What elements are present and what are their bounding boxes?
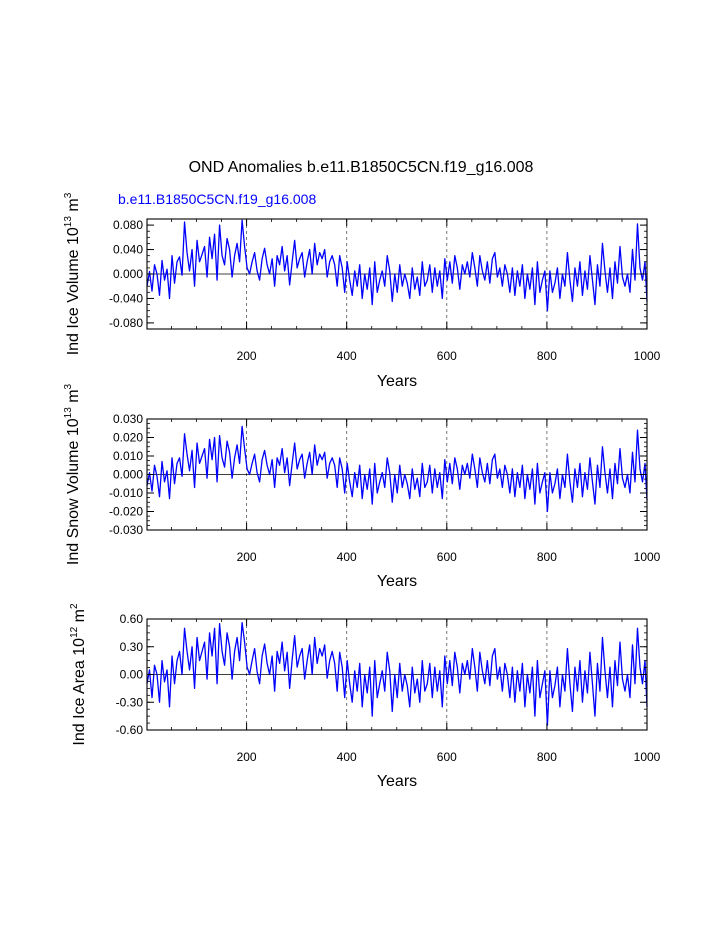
y-axis-label-unit-exponent: 3 xyxy=(63,383,74,389)
x-axis-label: Years xyxy=(377,373,417,390)
chart-panel-3: 200 400 600 800 1000 -0.60 -0.30 0.00 0.30 0.60 Ye… xyxy=(69,603,661,790)
y-tick-label: 0.30 xyxy=(120,640,144,654)
x-tick-label: 200 xyxy=(237,750,257,764)
x-tick-label: 800 xyxy=(537,550,557,564)
y-tick-label: -0.30 xyxy=(116,695,144,709)
y-tick-label: -0.040 xyxy=(109,291,143,305)
x-tick-label: 800 xyxy=(537,750,557,764)
chart-panel-1: 200 400 600 800 1000 -0.080 -0.040 0.000 0.040 0.… xyxy=(63,192,661,390)
y-axis-label-exponent: 13 xyxy=(63,216,74,228)
x-tick-label: 1000 xyxy=(634,349,661,363)
y-axis-label-unit: m xyxy=(65,389,82,407)
x-tick-label: 600 xyxy=(437,750,457,764)
chart-panels: 200 400 600 800 1000 -0.080 -0.040 0.000 0.040 0.… xyxy=(63,192,661,790)
y-tick-label: -0.030 xyxy=(109,523,143,537)
series-line xyxy=(146,219,648,312)
y-axis-label-unit-exponent: 2 xyxy=(69,603,80,609)
x-tick-label: 400 xyxy=(337,349,357,363)
figure-title: OND Anomalies b.e11.B1850C5CN.f19_g16.00… xyxy=(189,159,534,176)
x-tick-label: 600 xyxy=(437,349,457,363)
y-axis-label: Ind Ice Area 1012 m2 xyxy=(69,603,88,746)
x-tick-label: 600 xyxy=(437,550,457,564)
y-tick-label: 0.040 xyxy=(113,243,143,257)
y-tick-label: -0.010 xyxy=(109,486,143,500)
x-tick-label: 400 xyxy=(337,750,357,764)
x-tick-label: 200 xyxy=(237,349,257,363)
y-tick-label: 0.60 xyxy=(120,612,144,626)
y-tick-label: -0.080 xyxy=(109,316,143,330)
x-tick-label: 1000 xyxy=(634,550,661,564)
x-tick-label: 1000 xyxy=(634,750,661,764)
y-tick-label: 0.030 xyxy=(113,412,143,426)
series-line xyxy=(146,622,648,727)
y-axis-label-exponent: 13 xyxy=(63,407,74,419)
y-axis-label-text: Ind Snow Volume 10 xyxy=(65,418,82,565)
y-axis-label: Ind Snow Volume 1013 m3 xyxy=(63,383,82,565)
x-tick-label: 400 xyxy=(337,550,357,564)
y-axis-label-text: Ind Ice Area 10 xyxy=(71,638,88,746)
y-tick-label: 0.000 xyxy=(113,468,143,482)
y-axis-label-unit: m xyxy=(65,198,82,216)
y-axis-label: Ind Ice Volume 1013 m3 xyxy=(63,192,82,355)
case-label: b.e11.B1850C5CN.f19_g16.008 xyxy=(118,191,316,207)
x-axis-label: Years xyxy=(377,573,417,590)
y-tick-label: -0.020 xyxy=(109,505,143,519)
series-line xyxy=(146,425,648,513)
y-tick-label: 0.080 xyxy=(113,218,143,232)
y-tick-label: -0.60 xyxy=(116,723,144,737)
y-axis-label-exponent: 12 xyxy=(69,626,80,638)
y-axis-label-text: Ind Ice Volume 10 xyxy=(65,227,82,355)
x-tick-label: 200 xyxy=(237,550,257,564)
x-tick-label: 800 xyxy=(537,349,557,363)
y-tick-label: 0.020 xyxy=(113,431,143,445)
y-tick-label: 0.000 xyxy=(113,267,143,281)
y-tick-label: 0.00 xyxy=(120,668,144,682)
y-tick-label: 0.010 xyxy=(113,449,143,463)
x-axis-label: Years xyxy=(377,773,417,790)
chart-panel-2: 200 400 600 800 1000 -0.030 -0.020 -0.010 0.000 0… xyxy=(63,383,661,590)
y-axis-label-unit-exponent: 3 xyxy=(63,192,74,198)
y-axis-label-unit: m xyxy=(71,609,88,627)
